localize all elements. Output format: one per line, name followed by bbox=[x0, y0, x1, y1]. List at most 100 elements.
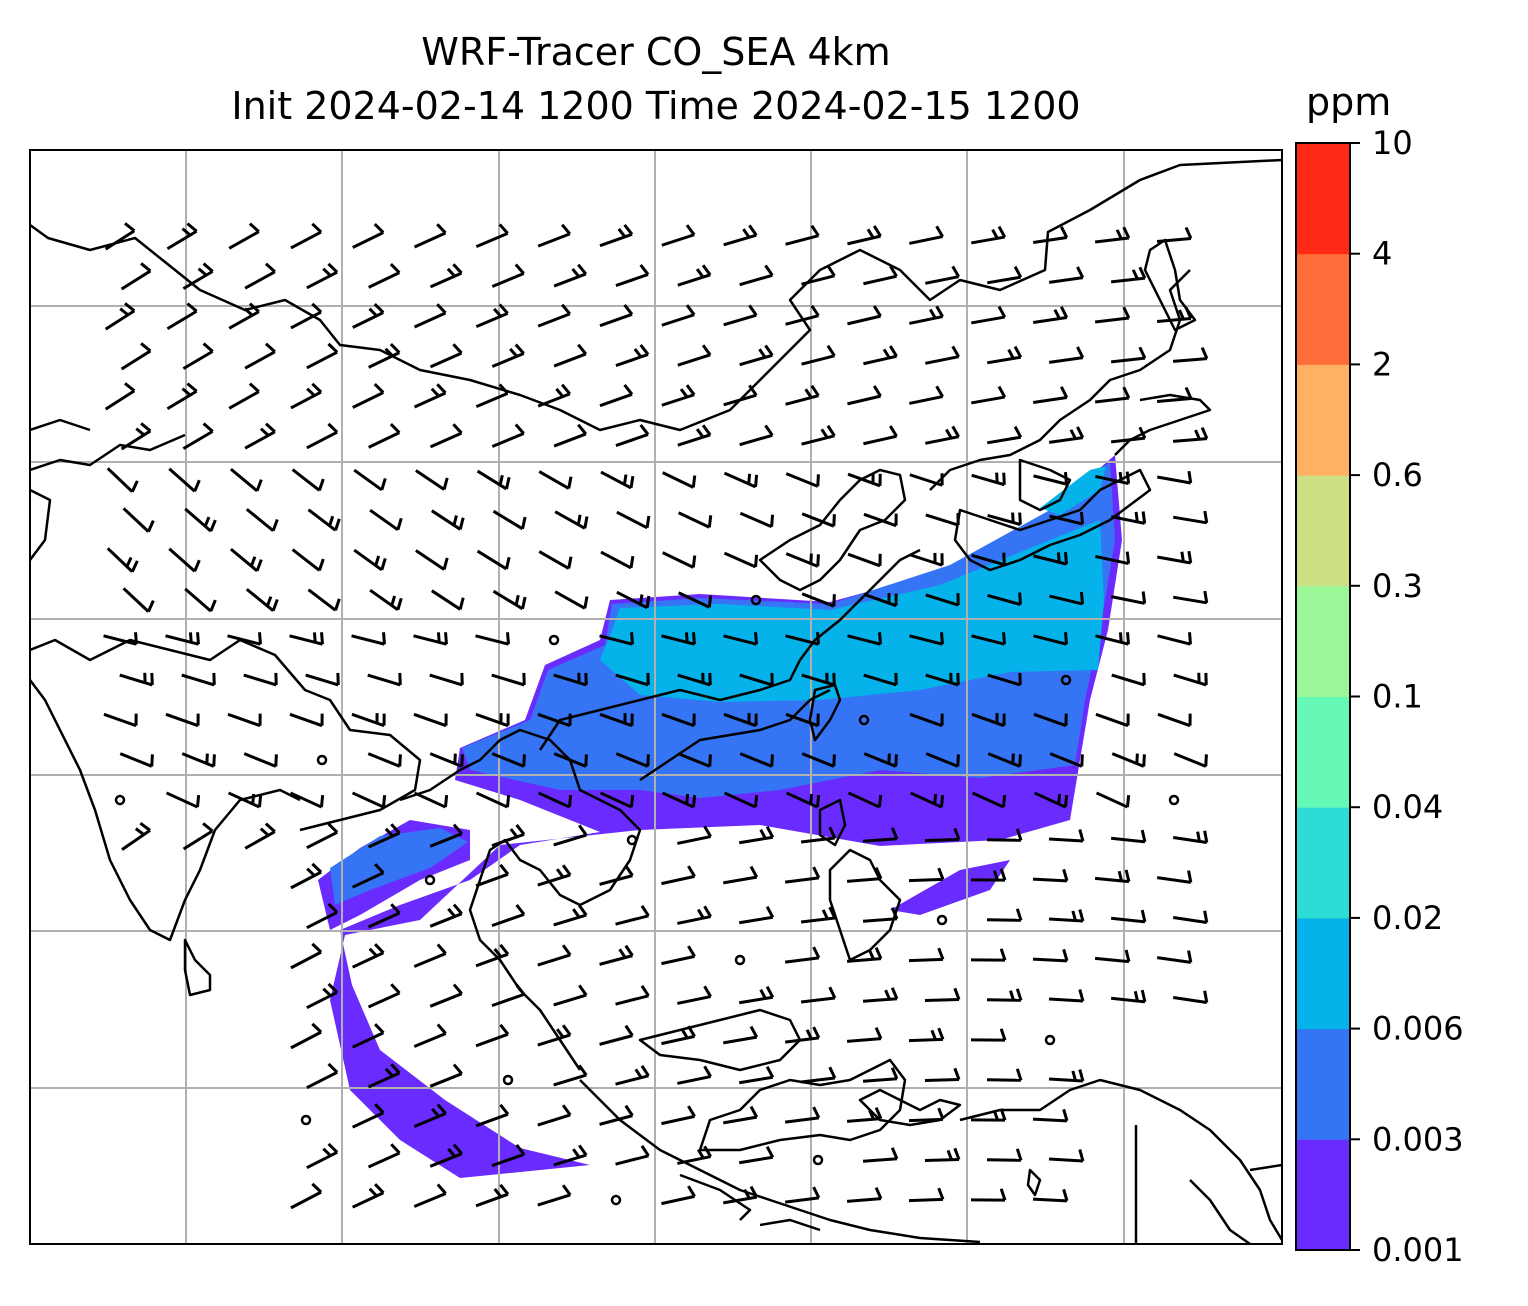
wind-barb bbox=[306, 262, 339, 290]
barb-flag bbox=[1011, 512, 1015, 523]
barb-shaft bbox=[106, 467, 134, 493]
barb-flag bbox=[816, 474, 820, 487]
barb-flag bbox=[264, 422, 276, 433]
wind-barb bbox=[908, 947, 945, 963]
barb-shaft bbox=[723, 393, 757, 407]
barb-shaft bbox=[1110, 276, 1146, 284]
coastline bbox=[929, 269, 1191, 491]
barb-shaft bbox=[677, 353, 711, 367]
barb-shaft bbox=[987, 752, 1021, 768]
barb-flag bbox=[334, 518, 341, 531]
wind-barb bbox=[863, 265, 898, 286]
barb-shaft bbox=[908, 1037, 944, 1043]
coastline bbox=[759, 1218, 821, 1232]
wind-barb bbox=[846, 946, 883, 963]
wind-barb bbox=[228, 222, 260, 250]
barb-flag bbox=[764, 424, 774, 437]
wind-barb bbox=[615, 984, 650, 1006]
barb-shaft bbox=[800, 836, 836, 844]
wind-barb bbox=[429, 423, 463, 449]
wind-barb bbox=[306, 1142, 339, 1170]
wind-barb bbox=[987, 512, 1022, 526]
barb-flag bbox=[828, 906, 837, 919]
barb-shaft bbox=[227, 712, 261, 728]
barb-shaft bbox=[971, 634, 1005, 646]
barb-shaft bbox=[846, 1197, 882, 1203]
barb-flag bbox=[452, 423, 463, 435]
barb-flag bbox=[937, 867, 945, 880]
barb-shaft bbox=[243, 752, 277, 768]
barb-flag bbox=[828, 986, 837, 999]
barb-shaft bbox=[429, 1072, 463, 1088]
barb-shaft bbox=[106, 547, 134, 573]
barb-flag bbox=[1057, 793, 1062, 805]
coastline bbox=[183, 938, 212, 997]
barb-flag bbox=[640, 1144, 650, 1157]
barb-shaft bbox=[1095, 474, 1129, 486]
barb-shaft bbox=[351, 1191, 385, 1209]
wind-barb bbox=[1156, 306, 1193, 324]
calm-wind-marker bbox=[548, 634, 560, 646]
wind-barb bbox=[908, 867, 945, 883]
barb-flag bbox=[1203, 990, 1209, 1003]
barb-shaft bbox=[351, 791, 385, 809]
barb-flag bbox=[458, 517, 465, 530]
barb-flag bbox=[868, 949, 875, 960]
wind-barb bbox=[290, 382, 323, 410]
colorbar: 0.001 0.003 0.006 0.02 0.04 0.1 0.3 0.6 2 4 10 bbox=[1295, 124, 1464, 1269]
wind-barb bbox=[862, 987, 899, 1003]
barb-shaft bbox=[722, 1035, 758, 1045]
wind-barb bbox=[677, 1065, 712, 1085]
barb-flag bbox=[571, 267, 581, 278]
wind-barb bbox=[227, 712, 262, 728]
barb-shaft bbox=[537, 232, 571, 248]
wind-barb bbox=[599, 864, 634, 886]
wind-barb bbox=[615, 1144, 650, 1166]
wind-barb bbox=[908, 1187, 945, 1203]
barb-flag bbox=[703, 825, 712, 838]
wind-barb bbox=[1048, 266, 1085, 284]
wind-barb bbox=[677, 825, 712, 845]
barb-flag bbox=[691, 794, 697, 808]
wind-barb bbox=[863, 425, 898, 446]
barb-shaft bbox=[1094, 876, 1130, 884]
barb-flag bbox=[322, 1147, 332, 1157]
wind-barb bbox=[491, 1144, 526, 1168]
barb-flag bbox=[390, 1143, 401, 1155]
wind-barb bbox=[475, 791, 511, 809]
barb-flag bbox=[640, 1064, 650, 1077]
barb-shaft bbox=[491, 752, 525, 768]
barb-shaft bbox=[290, 1190, 322, 1210]
barb-shaft bbox=[599, 791, 633, 809]
barb-flag bbox=[868, 1109, 875, 1120]
barb-flag bbox=[515, 1144, 526, 1156]
wind-barb bbox=[182, 822, 214, 851]
wind-barb bbox=[122, 587, 155, 613]
barb-flag bbox=[492, 307, 502, 318]
barb-shaft bbox=[1111, 595, 1145, 605]
barb-flag bbox=[374, 555, 381, 566]
wind-barb bbox=[166, 222, 198, 251]
barb-shaft bbox=[553, 432, 587, 448]
barb-flag bbox=[1187, 870, 1193, 883]
barb-shaft bbox=[1033, 554, 1067, 566]
wind-barb bbox=[925, 513, 960, 527]
barb-shaft bbox=[1048, 997, 1084, 1003]
barb-shaft bbox=[351, 1111, 385, 1129]
barb-flag bbox=[1203, 590, 1209, 604]
barb-shaft bbox=[847, 394, 881, 406]
barb-shaft bbox=[599, 874, 633, 886]
barb-flag bbox=[139, 822, 151, 832]
wind-barb bbox=[1157, 632, 1192, 646]
barb-shaft bbox=[367, 911, 401, 929]
wind-barb bbox=[1095, 551, 1131, 566]
colorbar-tick-label: 0.006 bbox=[1372, 1010, 1464, 1048]
barb-flag bbox=[623, 223, 634, 236]
barb-flag bbox=[685, 384, 696, 396]
barb-shaft bbox=[723, 791, 757, 809]
wind-barb bbox=[367, 1063, 401, 1089]
barb-flag bbox=[389, 263, 401, 274]
barb-flag bbox=[812, 1106, 821, 1119]
barb-shaft bbox=[599, 1034, 633, 1046]
wind-barb bbox=[291, 548, 325, 572]
